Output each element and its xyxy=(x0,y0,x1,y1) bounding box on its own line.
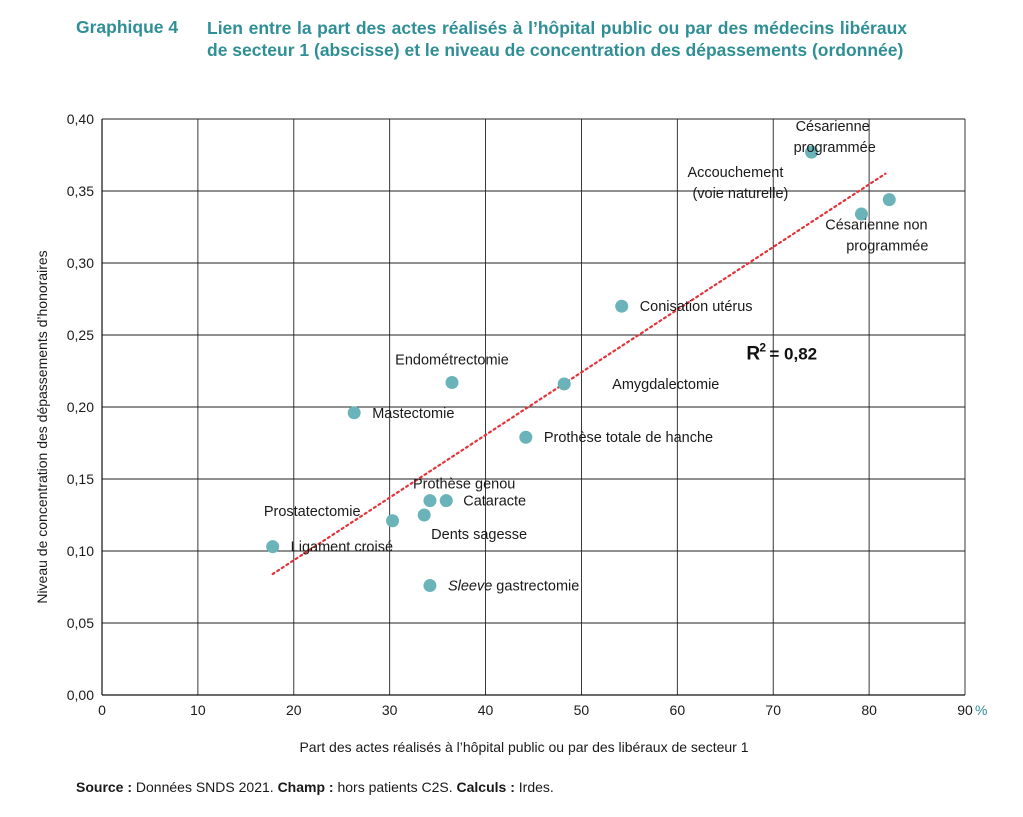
x-tick-label: 90 xyxy=(957,702,973,718)
data-point[interactable] xyxy=(805,145,819,159)
y-tick-label: 0,00 xyxy=(67,687,94,703)
y-tick-label: 0,35 xyxy=(67,183,94,199)
figure-label: Graphique 4 xyxy=(76,17,179,37)
champ-text: hors patients C2S. xyxy=(337,779,453,795)
point-label: Dents sagesse xyxy=(431,527,527,543)
point-label: (voie naturelle) xyxy=(692,186,788,202)
point-label: Césarienne xyxy=(796,119,870,135)
data-point[interactable] xyxy=(423,494,437,508)
point-label: Amygdalectomie xyxy=(612,377,719,393)
y-tick-label: 0,40 xyxy=(67,111,94,127)
r2-label: R xyxy=(746,343,760,364)
x-unit-label: % xyxy=(975,702,987,718)
y-tick-label: 0,20 xyxy=(67,399,94,415)
y-tick-label: 0,15 xyxy=(67,471,94,487)
r2-exponent: 2 xyxy=(759,340,766,354)
x-tick-label: 60 xyxy=(670,702,686,718)
x-tick-label: 50 xyxy=(574,702,590,718)
y-axis-title: Niveau de concentration des dépassements… xyxy=(34,250,50,603)
r2-annotation: R 2 = 0,82 xyxy=(746,340,817,364)
data-points xyxy=(266,145,896,593)
point-label: Mastectomie xyxy=(372,406,454,422)
champ-label: Champ : xyxy=(277,779,334,795)
x-tick-label: 40 xyxy=(478,702,494,718)
y-tick-label: 0,25 xyxy=(67,327,94,343)
data-point[interactable] xyxy=(386,514,400,528)
x-tick-label: 70 xyxy=(765,702,781,718)
source-text: Données SNDS 2021. xyxy=(135,779,274,795)
data-point[interactable] xyxy=(615,299,629,313)
data-point[interactable] xyxy=(882,193,896,207)
point-label: Conisation utérus xyxy=(640,299,753,315)
point-label: Prothèse genou xyxy=(413,477,515,493)
point-label: Césarienne non xyxy=(825,218,927,234)
source-note: Source : Données SNDS 2021. Champ : hors… xyxy=(76,779,554,795)
data-point[interactable] xyxy=(519,430,533,444)
point-label: Ligament croisé xyxy=(291,540,393,556)
data-point[interactable] xyxy=(854,207,868,221)
data-point[interactable] xyxy=(266,540,280,554)
point-label: Sleeve gastrectomie xyxy=(448,579,579,595)
data-point[interactable] xyxy=(439,494,453,508)
point-label: Cataracte xyxy=(463,494,526,510)
regression-line xyxy=(271,172,887,576)
data-point[interactable] xyxy=(417,508,431,522)
x-axis-title: Part des actes réalisés à l’hôpital publ… xyxy=(299,739,748,755)
calculs-text: Irdes. xyxy=(518,779,554,795)
calculs-label: Calculs : xyxy=(456,779,515,795)
point-label: programmée xyxy=(846,239,928,255)
axes: 0 10 20 30 40 50 60 70 80 90 0,00 0,05 0,10 0,15 0,20 0… xyxy=(34,111,987,755)
x-tick-label: 30 xyxy=(382,702,398,718)
point-labels: Césarienne programmée Accouchement (voie na… xyxy=(264,119,929,594)
point-label: Prothèse totale de hanche xyxy=(544,430,713,446)
data-point[interactable] xyxy=(557,377,571,391)
data-point[interactable] xyxy=(347,406,361,420)
y-tick-label: 0,30 xyxy=(67,255,94,271)
data-point[interactable] xyxy=(445,376,459,390)
source-label: Source : xyxy=(76,779,133,795)
x-tick-label: 20 xyxy=(286,702,302,718)
x-tick-label: 10 xyxy=(190,702,206,718)
x-tick-label: 80 xyxy=(861,702,877,718)
point-label: programmée xyxy=(794,140,876,156)
point-label: Endométrectomie xyxy=(395,353,509,369)
r2-value: = 0,82 xyxy=(769,344,817,363)
trend-line xyxy=(271,172,887,576)
y-tick-label: 0,10 xyxy=(67,543,94,559)
x-tick-label: 0 xyxy=(98,702,106,718)
point-label: Accouchement xyxy=(687,165,783,181)
chart-title: Lien entre la part des actes réalisés à … xyxy=(207,18,907,60)
y-tick-label: 0,05 xyxy=(67,615,94,631)
data-point[interactable] xyxy=(423,579,437,593)
point-label: Prostatectomie xyxy=(264,504,361,520)
